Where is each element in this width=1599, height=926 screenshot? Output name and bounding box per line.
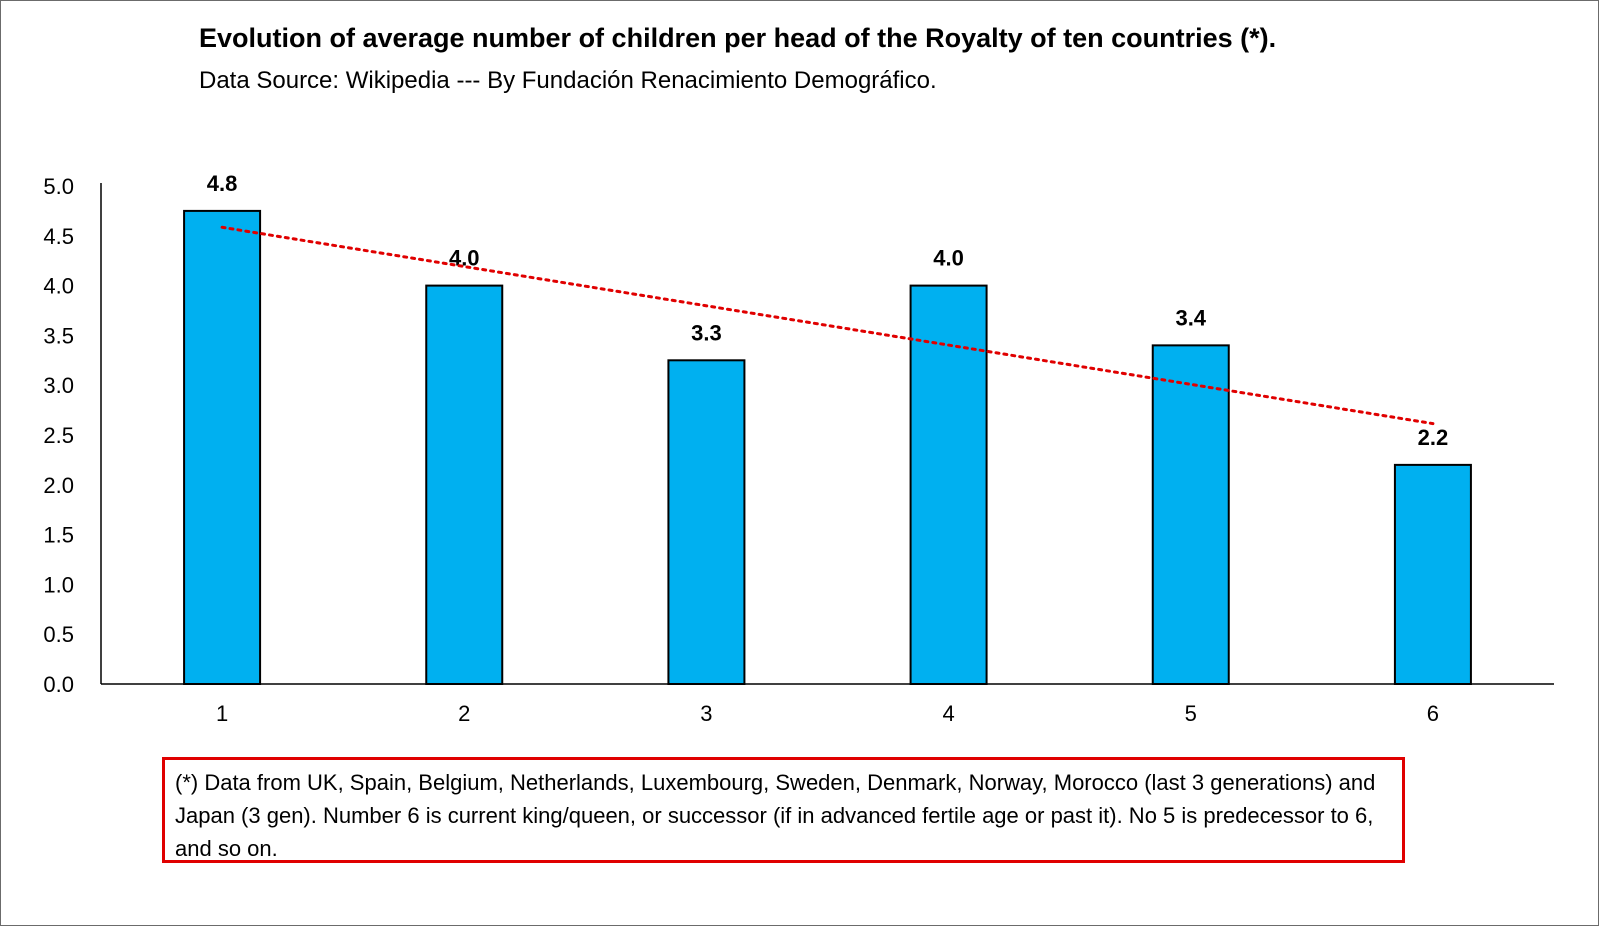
y-tick-label: 2.5 — [43, 423, 74, 448]
bar — [1151, 344, 1230, 685]
data-label: 4.0 — [449, 246, 480, 271]
footnote-box: (*) Data from UK, Spain, Belgium, Nether… — [162, 757, 1405, 863]
bar — [909, 284, 988, 685]
bar — [425, 284, 504, 685]
bar — [1393, 463, 1472, 685]
data-label: 2.2 — [1418, 425, 1449, 450]
y-tick-label: 2.0 — [43, 473, 74, 498]
bar — [183, 209, 262, 685]
data-label: 3.3 — [691, 320, 722, 345]
x-tick-label: 1 — [216, 701, 228, 726]
x-tick-label: 5 — [1185, 701, 1197, 726]
y-tick-label: 3.0 — [43, 373, 74, 398]
y-tick-label: 1.5 — [43, 523, 74, 548]
y-tick-label: 1.0 — [43, 572, 74, 597]
chart-subtitle: Data Source: Wikipedia --- By Fundación … — [199, 67, 937, 94]
trendline — [220, 225, 1435, 426]
x-tick-label: 2 — [458, 701, 470, 726]
y-tick-label: 4.5 — [43, 224, 74, 249]
x-tick-label: 4 — [942, 701, 954, 726]
data-label: 4.8 — [207, 171, 238, 196]
bar — [667, 359, 746, 685]
y-tick-label: 0.5 — [43, 622, 74, 647]
data-label: 4.0 — [933, 246, 964, 271]
data-label: 3.4 — [1175, 305, 1206, 330]
x-tick-label: 6 — [1427, 701, 1439, 726]
y-tick-label: 4.0 — [43, 274, 74, 299]
chart-title: Evolution of average number of children … — [199, 23, 1277, 53]
y-tick-label: 0.0 — [43, 672, 74, 697]
y-tick-label: 3.5 — [43, 323, 74, 348]
x-tick-label: 3 — [700, 701, 712, 726]
y-tick-label: 5.0 — [43, 174, 74, 199]
